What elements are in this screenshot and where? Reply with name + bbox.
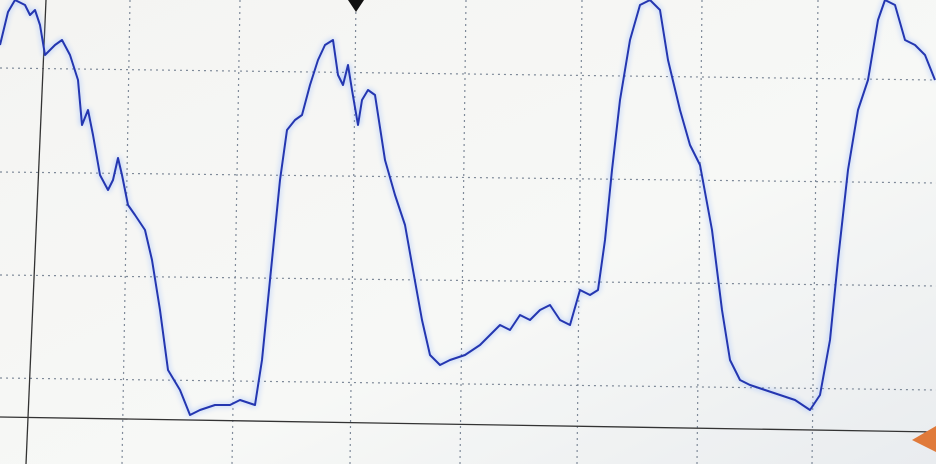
trigger-level-marker: [912, 426, 936, 452]
trigger-level-line: [0, 416, 936, 433]
waveform-trace: [0, 0, 936, 416]
grid-line: [0, 274, 936, 287]
trigger-position-marker: [348, 0, 364, 12]
grid-line: [0, 171, 936, 184]
grid-line: [0, 67, 936, 81]
left-border: [25, 0, 47, 464]
grid-line: [0, 377, 936, 391]
